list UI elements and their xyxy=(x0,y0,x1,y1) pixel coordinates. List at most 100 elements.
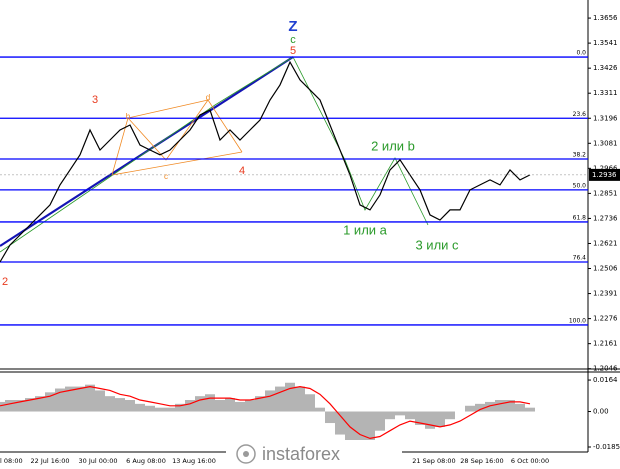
macd-bar xyxy=(295,386,305,412)
x-tick-label: 13 Aug 16:00 xyxy=(172,457,216,465)
macd-bar xyxy=(225,398,235,412)
wave-label: c xyxy=(164,172,168,181)
y-tick-label: 1.2506 xyxy=(593,265,618,273)
macd-bar xyxy=(495,400,505,412)
wave-label: c xyxy=(290,34,296,46)
macd-tick-label: 0.00 xyxy=(593,408,609,416)
wave-label: 4 xyxy=(239,165,245,177)
macd-bar xyxy=(445,411,455,420)
x-tick-label: 6 Oct 00:00 xyxy=(511,457,549,465)
macd-bar xyxy=(175,403,185,412)
macd-bar xyxy=(515,403,525,412)
macd-bar xyxy=(355,411,365,445)
wave-label: 3 xyxy=(92,94,98,106)
macd-bar xyxy=(125,400,135,412)
macd-bar xyxy=(155,407,165,412)
wave-label: 5 xyxy=(290,45,296,57)
watermark-text: instaforex xyxy=(262,444,340,464)
macd-bar xyxy=(245,400,255,412)
macd-bar xyxy=(85,384,95,412)
macd-bar xyxy=(285,382,295,412)
macd-bar xyxy=(305,394,315,412)
macd-bar xyxy=(325,411,335,424)
macd-bar xyxy=(255,396,265,412)
wave-label: 2 или b xyxy=(371,138,415,153)
x-tick-label: 28 Sep 16:00 xyxy=(460,457,503,465)
macd-bar xyxy=(35,396,45,412)
macd-bar xyxy=(95,390,105,412)
x-tick-label: l 08:00 xyxy=(0,457,23,465)
y-tick-label: 1.2621 xyxy=(593,239,618,247)
macd-bar xyxy=(205,394,215,412)
x-tick-label: 22 Jul 16:00 xyxy=(31,457,70,465)
wave-label: 2 xyxy=(2,276,8,288)
macd-bar xyxy=(435,411,445,427)
macd-bar xyxy=(135,403,145,412)
macd-bar xyxy=(145,405,155,412)
macd-bar xyxy=(525,407,535,412)
macd-bar xyxy=(425,411,435,429)
macd-bar xyxy=(415,411,425,425)
macd-signal xyxy=(0,385,531,440)
fib-label: 61.8 xyxy=(573,214,587,221)
macd-bar xyxy=(315,407,325,412)
watermark-logo xyxy=(243,451,249,457)
x-tick-label: 30 Jul 00:00 xyxy=(79,457,118,465)
fib-label: 38.2 xyxy=(573,151,587,158)
macd-bar xyxy=(65,386,75,412)
wave-label: d xyxy=(206,93,210,102)
y-tick-label: 1.3426 xyxy=(593,64,618,72)
x-tick-label: 21 Sep 08:00 xyxy=(412,457,455,465)
macd-bar xyxy=(335,411,345,435)
macd-bar xyxy=(115,398,125,412)
macd-bar xyxy=(485,401,495,412)
macd-bar xyxy=(195,396,205,412)
y-tick-label: 1.2966 xyxy=(593,164,618,172)
price-line xyxy=(0,60,531,263)
y-tick-label: 1.2046 xyxy=(593,365,618,373)
fib-label: 50.0 xyxy=(573,182,587,189)
y-tick-label: 1.2391 xyxy=(593,290,618,298)
y-tick-label: 1.2851 xyxy=(593,189,618,197)
fib-label: 23.6 xyxy=(573,111,587,118)
y-tick-label: 1.2161 xyxy=(593,340,618,348)
macd-bar xyxy=(375,411,385,431)
macd-bar xyxy=(5,400,15,412)
fib-label: 100.0 xyxy=(569,317,586,324)
x-tick-label: 6 Aug 08:00 xyxy=(126,457,166,465)
macd-bar xyxy=(25,398,35,412)
last-price-label: 1.2936 xyxy=(592,171,617,179)
wave-label: 3 или c xyxy=(415,237,459,252)
y-tick-label: 1.3541 xyxy=(593,39,618,47)
macd-bar xyxy=(215,400,225,412)
y-tick-label: 1.3196 xyxy=(593,114,618,122)
last-price-box xyxy=(589,168,620,181)
watermark-logo xyxy=(236,444,256,464)
macd-bar xyxy=(105,396,115,412)
fib-label: 0.0 xyxy=(576,50,586,57)
watermark: instaforex xyxy=(226,440,402,469)
macd-bar xyxy=(395,411,405,416)
y-tick-label: 1.2736 xyxy=(593,214,618,222)
wave-label: Z xyxy=(288,18,297,35)
triangle-line xyxy=(127,99,209,119)
macd-bar xyxy=(465,405,475,412)
macd-bar xyxy=(235,401,245,412)
macd-bar xyxy=(265,390,275,412)
macd-tick-label: 0.0164 xyxy=(593,376,618,384)
macd-bar xyxy=(505,400,515,412)
macd-bar xyxy=(0,401,5,412)
y-tick-label: 1.2276 xyxy=(593,315,618,323)
triangle-line xyxy=(111,99,243,176)
fib-label: 76.4 xyxy=(573,254,587,261)
macd-bar xyxy=(275,386,285,412)
y-tick-label: 1.3656 xyxy=(593,14,618,22)
macd-tick-label: -0.0185 xyxy=(593,443,620,451)
wave-label: b xyxy=(126,112,131,121)
macd-bar xyxy=(405,411,415,420)
macd-bar xyxy=(185,400,195,412)
triangle-line xyxy=(111,151,243,176)
macd-bar xyxy=(365,411,375,441)
macd-bar xyxy=(45,392,55,412)
